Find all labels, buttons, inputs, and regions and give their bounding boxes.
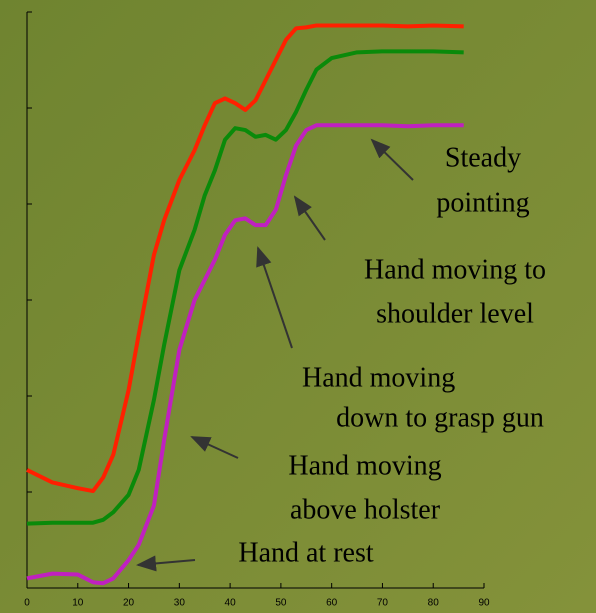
x-tick-label: 50 bbox=[275, 598, 287, 609]
series-line bbox=[26, 123, 464, 586]
annotation: Hand moving bbox=[302, 362, 455, 393]
arrows bbox=[136, 138, 414, 572]
annotation: Steady bbox=[445, 142, 521, 173]
annotation: down to grasp gun bbox=[336, 402, 544, 433]
series-line bbox=[26, 23, 464, 494]
annotation: shoulder level bbox=[376, 298, 534, 329]
annotation: Hand moving bbox=[288, 450, 441, 481]
annotation: Hand at rest bbox=[238, 537, 374, 568]
annotation: Hand moving to bbox=[364, 254, 546, 285]
arrow bbox=[136, 555, 196, 572]
arrow bbox=[190, 436, 239, 459]
arrow bbox=[370, 138, 414, 181]
x-tick-label: 70 bbox=[377, 598, 389, 609]
x-tick-label: 0 bbox=[24, 598, 30, 609]
arrow bbox=[256, 246, 293, 349]
x-tick-label: 30 bbox=[174, 598, 186, 609]
x-tick-label: 20 bbox=[123, 598, 135, 609]
arrow bbox=[293, 195, 326, 241]
annotation: above holster bbox=[290, 494, 441, 525]
x-tick-label: 60 bbox=[326, 598, 338, 609]
annotation: pointing bbox=[436, 187, 529, 218]
x-tick-label: 90 bbox=[478, 598, 490, 609]
x-tick-label: 80 bbox=[428, 598, 440, 609]
series-line bbox=[26, 49, 464, 526]
x-tick-label: 40 bbox=[225, 598, 237, 609]
x-tick-label: 10 bbox=[72, 598, 84, 609]
